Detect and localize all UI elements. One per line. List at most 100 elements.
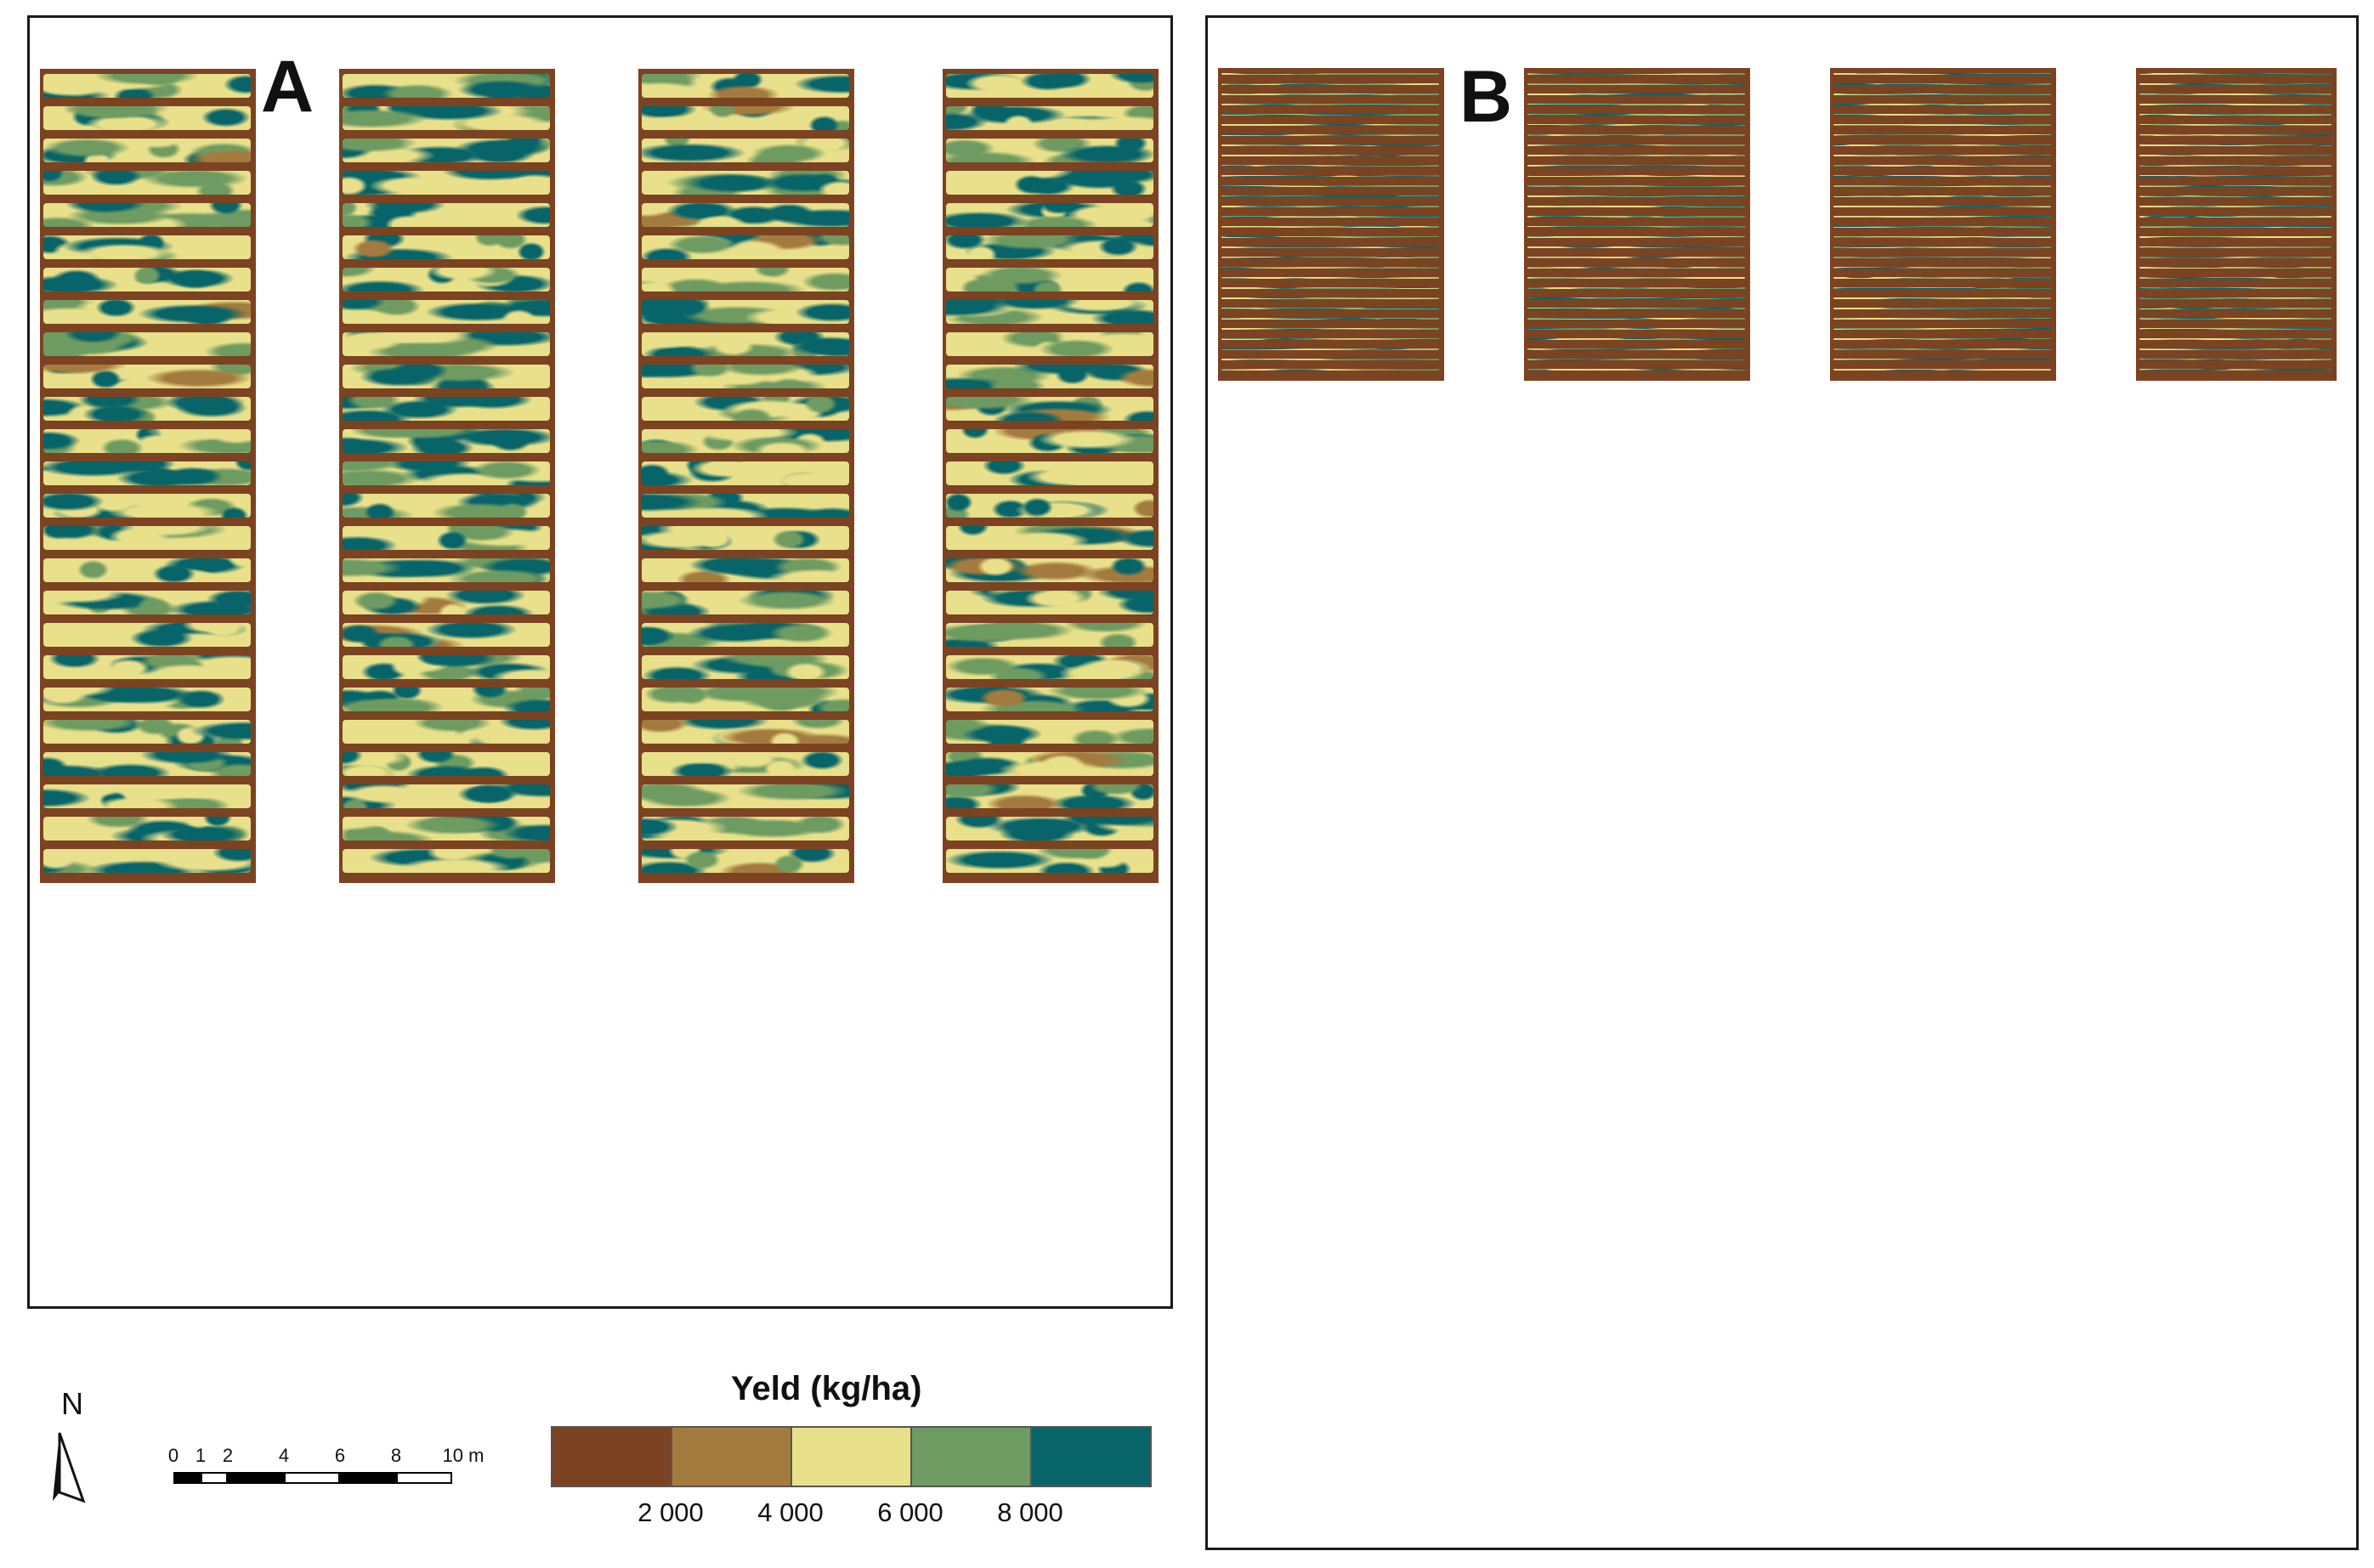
yield-plot (946, 235, 1153, 259)
plot-column (339, 69, 555, 883)
yield-plot (1833, 104, 2051, 105)
yield-plot (642, 300, 849, 324)
plot-column (943, 69, 1159, 883)
yield-plot (1221, 195, 1439, 197)
yield-plot (1833, 287, 2051, 289)
yield-plot (1833, 165, 2051, 167)
yield-plot (343, 106, 550, 130)
yield-plot (343, 268, 550, 292)
scale-label-2: 2 (222, 1445, 234, 1466)
yield-plot (43, 817, 251, 841)
yield-plot (1527, 287, 1745, 289)
yield-plot (642, 591, 849, 614)
scale-label-6: 10 m (442, 1445, 484, 1466)
yield-plot (946, 300, 1153, 324)
yield-plot (343, 461, 550, 485)
yield-plot (946, 752, 1153, 776)
yield-plot (2139, 369, 2332, 371)
yield-plot (1221, 165, 1439, 167)
yield-plot (343, 526, 550, 550)
yield-plot (946, 688, 1153, 711)
yield-plot (1527, 348, 1745, 350)
yield-plot (2139, 124, 2332, 126)
yield-plot (1833, 216, 2051, 218)
yield-plot (2139, 308, 2332, 309)
yield-plot (2139, 257, 2332, 258)
panel-label-b: B (1459, 56, 1513, 138)
yield-plot (343, 591, 550, 614)
scale-segment (228, 1472, 284, 1484)
scale-label-0: 0 (167, 1445, 179, 1466)
yield-plot (1527, 83, 1745, 85)
yield-plot (1527, 155, 1745, 156)
yield-plot (1527, 277, 1745, 279)
yield-plot (343, 235, 550, 259)
yield-plot (43, 591, 251, 614)
yield-plot (1833, 236, 2051, 238)
yield-plot (43, 494, 251, 518)
legend-swatch (792, 1428, 912, 1486)
yield-plot (2139, 267, 2332, 269)
yield-plot (1833, 246, 2051, 248)
yield-plot (642, 688, 849, 711)
yield-plot (343, 558, 550, 582)
yield-plot (946, 397, 1153, 421)
yield-plot (642, 397, 849, 421)
yield-plot (642, 235, 849, 259)
yield-plot (343, 817, 550, 841)
yield-plot (43, 106, 251, 130)
legend-swatch (552, 1428, 672, 1486)
yield-plot (1221, 185, 1439, 187)
yield-plot (1833, 318, 2051, 320)
yield-plot (946, 139, 1153, 162)
yield-plot (642, 655, 849, 679)
yield-plot (946, 494, 1153, 518)
yield-plot (1221, 155, 1439, 156)
yield-plot (642, 494, 849, 518)
legend-swatch (1032, 1428, 1150, 1486)
plot-column (1524, 68, 1750, 381)
yield-plot (1527, 328, 1745, 330)
yield-plot (43, 784, 251, 808)
yield-plot (946, 74, 1153, 98)
scale-label-1: 1 (195, 1445, 207, 1466)
plot-column (2136, 68, 2337, 381)
yield-plot (43, 171, 251, 195)
yield-plot (2139, 287, 2332, 289)
yield-plot (1833, 73, 2051, 75)
yield-plot (1527, 308, 1745, 309)
yield-plot (1221, 104, 1439, 105)
legend-title: Yeld (kg/ha) (731, 1370, 922, 1407)
yield-plot (2139, 216, 2332, 218)
yield-plot (1527, 216, 1745, 218)
scale-bar: 0 1 2 4 6 8 10 m (161, 1445, 501, 1513)
yield-plot (1527, 93, 1745, 95)
yield-plot (1221, 73, 1439, 75)
yield-plot (43, 720, 251, 744)
yield-plot (946, 817, 1153, 841)
legend-swatch (672, 1428, 792, 1486)
yield-plot (1221, 226, 1439, 228)
yield-plot (1221, 114, 1439, 116)
yield-plot (2139, 338, 2332, 340)
yield-plot (1221, 359, 1439, 360)
yield-plot (1833, 369, 2051, 371)
yield-plot (1221, 297, 1439, 299)
yield-plot (946, 203, 1153, 227)
yield-plot (946, 268, 1153, 292)
yield-plot (43, 752, 251, 776)
yield-plot (1221, 246, 1439, 248)
panel-label-a: A (261, 46, 314, 127)
yield-plot (642, 429, 849, 453)
yield-plot (43, 139, 251, 162)
yield-plot (1527, 73, 1745, 75)
yield-plot (946, 171, 1153, 195)
yield-plot (1221, 257, 1439, 258)
yield-plot (343, 688, 550, 711)
yield-plot (43, 623, 251, 647)
yield-plot (1527, 318, 1745, 320)
yield-plot (1221, 83, 1439, 85)
yield-plot (343, 623, 550, 647)
yield-plot (1527, 185, 1745, 187)
yield-plot (946, 720, 1153, 744)
